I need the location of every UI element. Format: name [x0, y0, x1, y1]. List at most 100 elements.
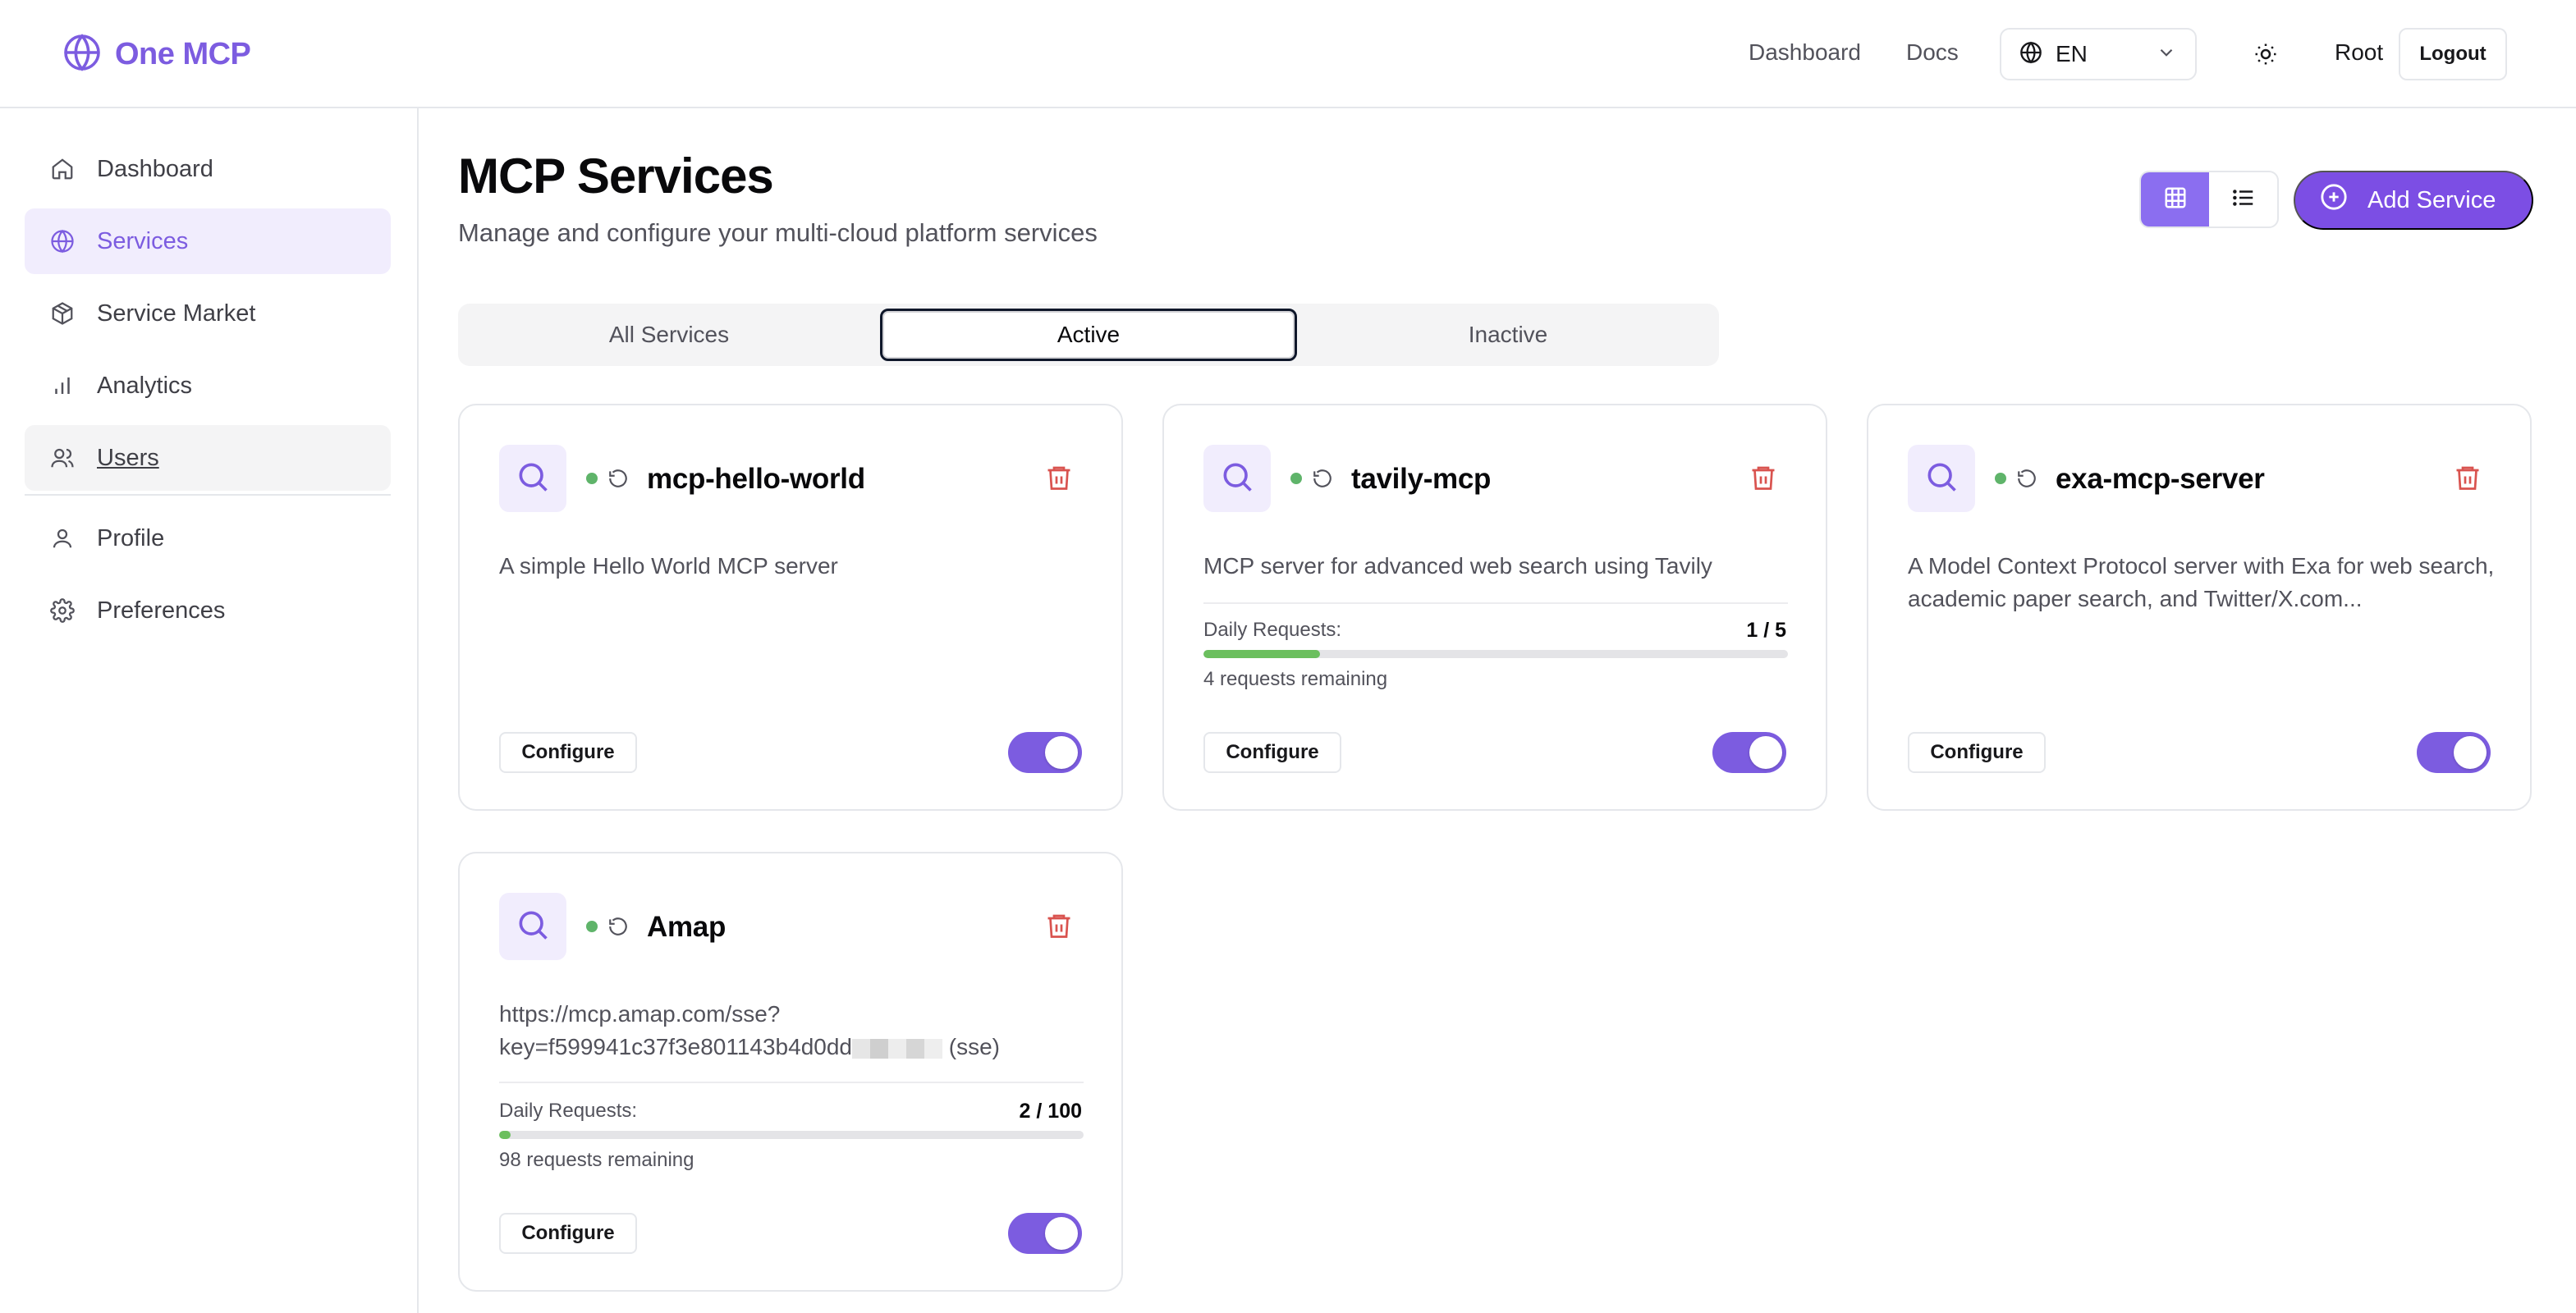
package-icon — [49, 300, 76, 327]
toggle-knob — [1045, 1217, 1078, 1250]
sidebar-item-service-market[interactable]: Service Market — [25, 281, 391, 346]
home-icon — [49, 156, 76, 182]
service-card: tavily-mcp MCP server for advanced web s… — [1162, 404, 1827, 811]
usage-progress-fill — [1203, 650, 1321, 658]
sidebar-item-dashboard[interactable]: Dashboard — [25, 136, 391, 202]
toggle-knob — [1749, 736, 1782, 769]
enable-toggle[interactable] — [1008, 1213, 1082, 1254]
service-transport: (sse) — [948, 1034, 1001, 1059]
status-dot — [1290, 473, 1302, 484]
add-service-label: Add Service — [2367, 186, 2496, 213]
sidebar-item-users[interactable]: Users — [25, 425, 391, 491]
enable-toggle[interactable] — [1008, 732, 1082, 773]
sidebar-item-preferences[interactable]: Preferences — [25, 578, 391, 643]
service-name: Amap — [647, 911, 727, 943]
sidebar-item-profile[interactable]: Profile — [25, 506, 391, 571]
users-icon — [49, 445, 76, 471]
trash-icon[interactable] — [1044, 463, 1074, 492]
add-service-button[interactable]: Add Service — [2294, 171, 2533, 230]
toggle-knob — [2454, 736, 2487, 769]
user-name: Root — [2335, 39, 2384, 65]
grid-icon — [2163, 185, 2188, 214]
usage-remaining: 98 requests remaining — [499, 1149, 694, 1171]
usage-divider — [499, 1082, 1084, 1083]
service-icon — [1908, 445, 1975, 512]
usage-label: Daily Requests: — [499, 1100, 638, 1122]
service-name: tavily-mcp — [1351, 463, 1492, 495]
search-icon — [1219, 459, 1255, 499]
service-description: A Model Context Protocol server with Exa… — [1908, 553, 2495, 611]
status-dot — [586, 921, 598, 932]
language-select[interactable]: EN — [2000, 28, 2197, 80]
configure-button[interactable]: Configure — [1203, 732, 1341, 773]
sidebar-item-label: Dashboard — [97, 155, 213, 182]
configure-button[interactable]: Configure — [1908, 732, 2046, 773]
refresh-icon[interactable] — [1312, 468, 1333, 489]
service-card: Amap https://mcp.amap.com/sse? key=f5999… — [458, 852, 1123, 1292]
configure-button[interactable]: Configure — [499, 732, 637, 773]
brand[interactable]: One MCP — [62, 33, 251, 76]
sidebar-item-label: Services — [97, 227, 189, 254]
status-dot — [1995, 473, 2006, 484]
theme-toggle-button[interactable] — [2246, 36, 2285, 75]
usage-count: 2 / 100 — [1019, 1100, 1082, 1123]
service-icon — [499, 893, 566, 960]
trash-icon[interactable] — [2453, 463, 2482, 492]
trash-icon[interactable] — [1044, 911, 1074, 940]
user-icon — [49, 525, 76, 551]
configure-button[interactable]: Configure — [499, 1213, 637, 1254]
service-card: exa-mcp-server A Model Context Protocol … — [1867, 404, 2532, 811]
search-icon — [515, 459, 551, 499]
brand-title: One MCP — [115, 37, 251, 71]
tab-active[interactable]: Active — [880, 309, 1297, 361]
trash-icon[interactable] — [1749, 463, 1778, 492]
tab-inactive[interactable]: Inactive — [1468, 322, 1548, 347]
service-description: MCP server for advanced web search using… — [1203, 553, 1712, 579]
refresh-icon[interactable] — [607, 468, 629, 489]
service-description: A simple Hello World MCP server — [499, 553, 838, 579]
refresh-icon[interactable] — [607, 916, 629, 937]
usage-remaining: 4 requests remaining — [1203, 668, 1388, 690]
service-url-line1: https://mcp.amap.com/sse? — [499, 1001, 781, 1027]
sidebar-item-label: Preferences — [97, 597, 226, 624]
page-title: MCP Services — [458, 149, 774, 204]
view-toggle — [2139, 171, 2279, 228]
service-name: mcp-hello-world — [647, 463, 865, 495]
sidebar-item-analytics[interactable]: Analytics — [25, 353, 391, 419]
tab-all-services[interactable]: All Services — [608, 322, 730, 347]
gear-icon — [49, 597, 76, 624]
service-url-line2: key=f599941c37f3e801143b4d0dd — [499, 1034, 852, 1059]
service-name: exa-mcp-server — [2056, 463, 2265, 495]
refresh-icon[interactable] — [2016, 468, 2037, 489]
header-link-dashboard[interactable]: Dashboard — [1749, 39, 1861, 65]
usage-divider — [1203, 602, 1788, 604]
header-link-docs[interactable]: Docs — [1906, 39, 1959, 65]
page-subtitle: Manage and configure your multi-cloud pl… — [458, 218, 1098, 247]
enable-toggle[interactable] — [2417, 732, 2491, 773]
logout-button[interactable]: Logout — [2399, 28, 2507, 80]
usage-label: Daily Requests: — [1203, 619, 1342, 641]
globe-icon — [2019, 41, 2042, 68]
grid-view-button[interactable] — [2141, 172, 2209, 226]
enable-toggle[interactable] — [1712, 732, 1786, 773]
sidebar: Dashboard Services Service Market Analyt… — [0, 108, 419, 1313]
sidebar-item-label: Analytics — [97, 372, 193, 399]
service-card: mcp-hello-world A simple Hello World MCP… — [458, 404, 1123, 811]
usage-count: 1 / 5 — [1746, 619, 1786, 642]
sidebar-item-label: Service Market — [97, 300, 256, 327]
service-icon — [1203, 445, 1271, 512]
sun-icon — [2253, 42, 2278, 71]
globe-icon — [49, 228, 76, 254]
bar-chart-icon — [49, 373, 76, 399]
toggle-knob — [1045, 736, 1078, 769]
chevron-down-icon — [2156, 42, 2177, 67]
top-header: One MCP Dashboard Docs EN Root Logout — [0, 0, 2576, 108]
sidebar-item-label: Users — [97, 444, 159, 471]
sidebar-item-services[interactable]: Services — [25, 208, 391, 274]
sidebar-item-label: Profile — [97, 524, 165, 551]
status-tabs: All Services Active Inactive — [458, 304, 1719, 366]
list-icon — [2231, 185, 2256, 214]
list-view-button[interactable] — [2209, 172, 2277, 226]
sidebar-divider — [25, 494, 391, 496]
search-icon — [1923, 459, 1960, 499]
